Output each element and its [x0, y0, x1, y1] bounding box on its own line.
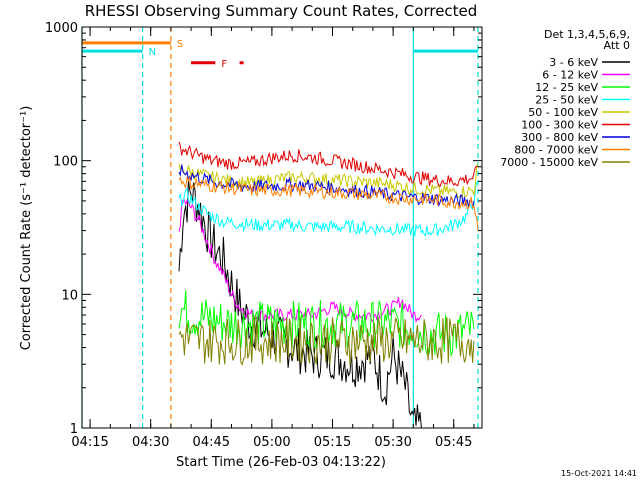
- y-tick-label: 100: [53, 155, 78, 170]
- x-tick-label: 05:00: [253, 435, 290, 450]
- x-tick-label: 04:15: [71, 435, 108, 450]
- x-axis: 04:15 04:30 04:45 05:00 05:15 05:30 05:45: [71, 27, 475, 450]
- legend-label: 50 - 100 keV: [528, 106, 598, 119]
- flag-label-s: S: [177, 39, 183, 50]
- x-tick-label: 04:45: [193, 435, 230, 450]
- x-tick-label: 05:30: [374, 435, 411, 450]
- x-axis-label: Start Time (26-Feb-03 04:13:22): [176, 455, 386, 470]
- series-line-6: [178, 141, 479, 187]
- y-tick-label: 1: [70, 422, 78, 437]
- flag-label-f: F: [221, 59, 227, 70]
- series-line-4: [178, 181, 479, 238]
- x-tick-label: 05:15: [314, 435, 351, 450]
- y-tick-label: 10: [61, 288, 78, 303]
- legend-label: 100 - 300 keV: [521, 119, 598, 132]
- legend-header-line: Det 1,3,4,5,6,9,: [544, 28, 630, 41]
- legend-label: 25 - 50 keV: [535, 94, 598, 107]
- legend-label: 300 - 800 keV: [521, 131, 598, 144]
- series-lines: [178, 141, 479, 429]
- flag-label-n: N: [149, 47, 156, 58]
- series-line-1: [178, 179, 422, 429]
- timestamp: 15-Oct-2021 14:41: [561, 469, 637, 478]
- y-axis-label: Corrected Count Rate (s⁻¹ detector⁻¹): [19, 106, 34, 351]
- x-tick-label: 05:45: [435, 435, 472, 450]
- legend-label: 6 - 12 keV: [542, 69, 598, 82]
- y-axis: 1 10 100 1000: [45, 21, 482, 437]
- legend-label: 800 - 7000 keV: [514, 144, 598, 157]
- series-line-8: [178, 175, 479, 231]
- legend-label: 3 - 6 keV: [549, 56, 598, 69]
- legend-header-line: Att 0: [604, 39, 630, 52]
- series-line-9: [178, 316, 475, 366]
- legend-label: 12 - 25 keV: [535, 81, 598, 94]
- x-tick-label: 04:30: [132, 435, 169, 450]
- series-line-3: [178, 290, 475, 358]
- flag-bars: S N F: [82, 39, 478, 70]
- y-tick-label: 1000: [45, 21, 78, 36]
- plot-frame: [81, 26, 483, 429]
- chart-title: RHESSI Observing Summary Count Rates, Co…: [85, 2, 478, 20]
- legend-label: 7000 - 15000 keV: [500, 156, 598, 169]
